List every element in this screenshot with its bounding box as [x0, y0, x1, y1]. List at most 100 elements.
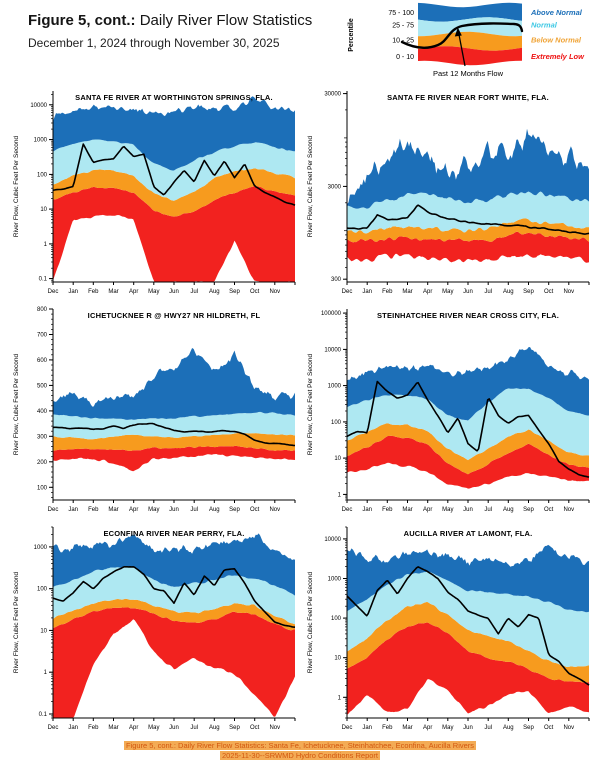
svg-text:100: 100 — [37, 587, 48, 593]
chart-title: SANTA FE RIVER NEAR FORT WHITE, FLA. — [387, 93, 549, 102]
svg-text:Mar: Mar — [108, 507, 118, 513]
svg-text:Feb: Feb — [88, 725, 99, 731]
chart-santa-fe-worthington-springs: SANTA FE RIVER AT WORTHINGTON SPRINGS, F… — [9, 86, 297, 299]
svg-text:Apr: Apr — [423, 289, 432, 295]
svg-text:Dec: Dec — [342, 289, 353, 295]
svg-text:Oct: Oct — [250, 725, 260, 731]
svg-text:75 - 100: 75 - 100 — [388, 10, 414, 17]
svg-text:Nov: Nov — [563, 507, 574, 513]
svg-text:Feb: Feb — [88, 289, 99, 295]
svg-text:Jan: Jan — [362, 725, 372, 731]
svg-text:Nov: Nov — [563, 289, 574, 295]
svg-text:10000: 10000 — [324, 347, 341, 353]
caption-line2: 2025-11-30--SRWMD Hydro Conditions Repor… — [219, 751, 381, 760]
title-block: Figure 5, cont.: Daily River Flow Statis… — [28, 12, 312, 50]
svg-text:May: May — [148, 289, 159, 295]
svg-text:Aug: Aug — [209, 507, 220, 513]
svg-text:Jan: Jan — [68, 289, 78, 295]
chart-title: ICHETUCKNEE R @ HWY27 NR HILDRETH, FL — [87, 311, 261, 320]
svg-text:700: 700 — [37, 333, 48, 339]
svg-text:1000: 1000 — [34, 138, 48, 144]
svg-text:300: 300 — [37, 434, 48, 440]
svg-text:Aug: Aug — [503, 725, 514, 731]
svg-text:1: 1 — [338, 695, 342, 701]
svg-text:River Flow, Cubic Feet Per Sec: River Flow, Cubic Feet Per Second — [307, 572, 314, 674]
chart-canvas: 100 200 300 400 500 600 700 800 Dec Jan Feb Mar Apr M… — [13, 307, 296, 513]
svg-text:Dec: Dec — [48, 725, 59, 731]
svg-text:Past 12 Months Flow: Past 12 Months Flow — [433, 69, 504, 78]
svg-text:10: 10 — [40, 628, 47, 634]
svg-text:May: May — [148, 725, 159, 731]
chart-canvas: 1 10 100 1000 10000 100000 Dec Jan Feb Mar Apr May J… — [307, 309, 590, 513]
svg-text:Dec: Dec — [48, 289, 59, 295]
page-title: Figure 5, cont.: Daily River Flow Statis… — [28, 12, 312, 29]
svg-text:10: 10 — [40, 207, 47, 213]
svg-text:May: May — [148, 507, 159, 513]
chart-canvas: 0.1 1 10 100 1000 10000 Dec Jan Feb Mar Apr May Jun J… — [13, 91, 296, 295]
svg-text:Jul: Jul — [190, 507, 198, 513]
charts-grid: SANTA FE RIVER AT WORTHINGTON SPRINGS, F… — [0, 86, 600, 735]
svg-text:100000: 100000 — [321, 311, 342, 317]
chart-canvas: 1 10 100 1000 10000 Dec Jan Feb Mar Apr May Jun Jul A… — [307, 526, 590, 731]
svg-text:Jan: Jan — [362, 507, 372, 513]
svg-text:Jun: Jun — [463, 725, 473, 731]
svg-text:Aug: Aug — [503, 507, 514, 513]
svg-text:Aug: Aug — [503, 289, 514, 295]
svg-text:Above Normal: Above Normal — [530, 8, 583, 17]
svg-text:Oct: Oct — [544, 725, 554, 731]
svg-text:Jan: Jan — [68, 507, 78, 513]
caption-line1: Figure 5, cont.: Daily River Flow Statis… — [123, 741, 477, 750]
svg-text:Jun: Jun — [463, 289, 473, 295]
svg-text:Jun: Jun — [169, 725, 179, 731]
svg-text:Feb: Feb — [382, 289, 393, 295]
svg-text:Dec: Dec — [48, 507, 59, 513]
svg-text:100: 100 — [37, 485, 48, 491]
svg-text:Feb: Feb — [382, 725, 393, 731]
svg-text:Apr: Apr — [129, 289, 138, 295]
svg-text:Mar: Mar — [402, 725, 412, 731]
svg-text:Jul: Jul — [484, 289, 492, 295]
svg-text:May: May — [442, 725, 453, 731]
svg-text:Apr: Apr — [423, 507, 432, 513]
svg-text:10 - 25: 10 - 25 — [392, 37, 414, 44]
svg-text:Sep: Sep — [523, 507, 534, 513]
svg-text:300: 300 — [331, 277, 342, 283]
chart-steinhatchee-cross-city: STEINHATCHEE RIVER NEAR CROSS CITY, FLA.… — [303, 304, 591, 517]
svg-text:Jun: Jun — [169, 507, 179, 513]
svg-text:100: 100 — [331, 420, 342, 426]
svg-text:Nov: Nov — [563, 725, 574, 731]
header: Figure 5, cont.: Daily River Flow Statis… — [0, 0, 600, 84]
svg-text:Percentile: Percentile — [348, 18, 355, 52]
svg-text:Mar: Mar — [108, 725, 118, 731]
svg-text:Apr: Apr — [129, 507, 138, 513]
svg-text:100: 100 — [331, 616, 342, 622]
chart-santa-fe-fort-white: SANTA FE RIVER NEAR FORT WHITE, FLA. 300… — [303, 86, 591, 299]
svg-text:Below Normal: Below Normal — [531, 35, 582, 44]
svg-text:Aug: Aug — [209, 289, 220, 295]
chart-title: SANTA FE RIVER AT WORTHINGTON SPRINGS, F… — [75, 93, 273, 102]
svg-text:Jun: Jun — [463, 507, 473, 513]
svg-text:400: 400 — [37, 409, 48, 415]
svg-text:Jul: Jul — [484, 507, 492, 513]
chart-canvas: 0.1 1 10 100 1000 Dec Jan Feb Mar Apr May Jun Jul Aug… — [13, 526, 296, 731]
figure-label: Figure 5, cont.: — [28, 12, 136, 29]
svg-text:Nov: Nov — [269, 289, 280, 295]
svg-text:Jun: Jun — [169, 289, 179, 295]
svg-text:May: May — [442, 507, 453, 513]
svg-text:River Flow, Cubic Feet Per Sec: River Flow, Cubic Feet Per Second — [13, 572, 20, 674]
svg-text:Apr: Apr — [423, 725, 432, 731]
svg-text:Jul: Jul — [190, 725, 198, 731]
svg-text:200: 200 — [37, 460, 48, 466]
percentile-legend-canvas: 75 - 100 Above Normal 25 - 75 Normal 10 - 25… — [348, 2, 585, 78]
svg-text:Mar: Mar — [402, 507, 412, 513]
svg-text:Sep: Sep — [523, 725, 534, 731]
svg-text:1: 1 — [44, 670, 48, 676]
svg-text:800: 800 — [37, 307, 48, 313]
svg-text:25 - 75: 25 - 75 — [392, 23, 414, 30]
svg-text:10: 10 — [334, 456, 341, 462]
svg-text:Nov: Nov — [269, 507, 280, 513]
svg-text:1: 1 — [44, 242, 48, 248]
chart-econfina-perry: ECONFINA RIVER NEAR PERRY, FLA. 0.1 1 10 10… — [9, 522, 297, 735]
svg-text:30000: 30000 — [324, 92, 341, 98]
svg-text:Jan: Jan — [68, 725, 78, 731]
